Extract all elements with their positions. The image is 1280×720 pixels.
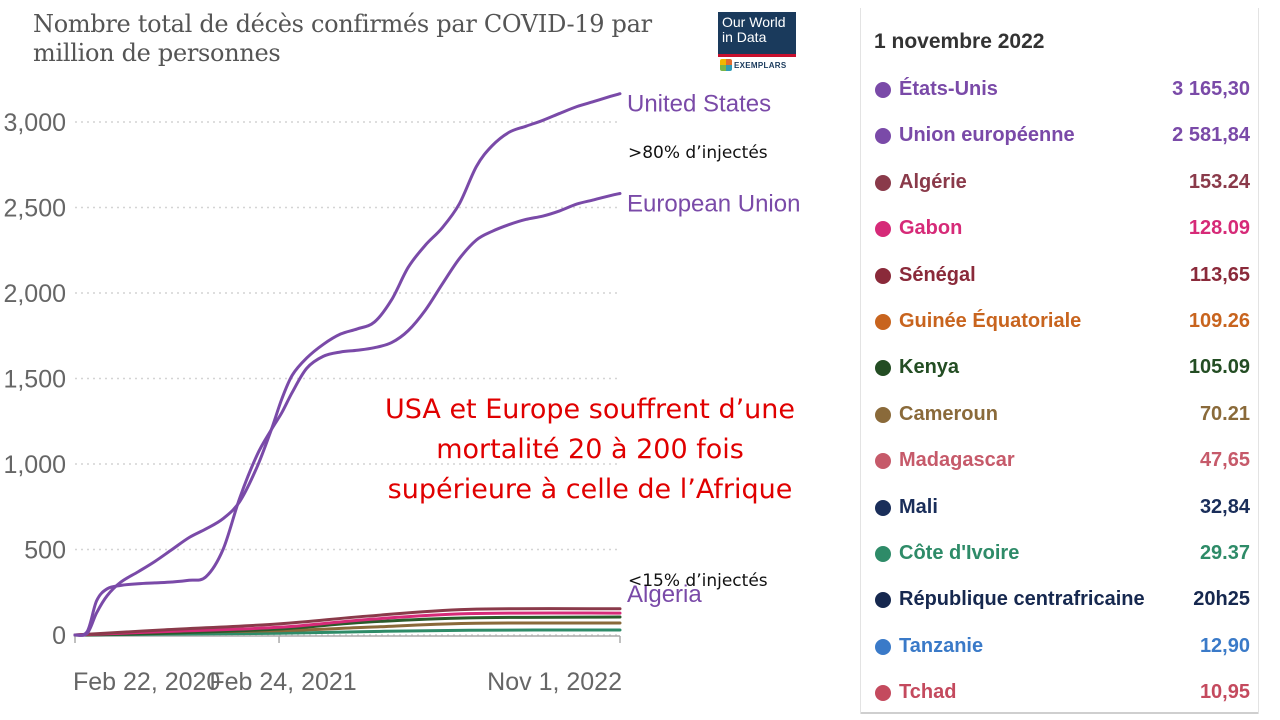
panel-row: États-Unis 3 165,30 [861,74,1258,108]
legend-dot-icon [875,406,891,423]
panel-row-name: Cameroun [899,402,998,425]
x-tick-label: Feb 24, 2021 [209,668,356,696]
panel-row-name: République centrafricaine [899,588,1145,611]
legend-dot-icon [875,82,891,98]
panel-row-name: Tanzanie [899,634,984,657]
series-line [73,607,622,637]
headline-line-1: USA et Europe souffrent d’une [384,394,796,425]
y-tick-label: 3,000 [3,109,66,137]
panel-row-value: 153.24 [1188,170,1250,193]
y-tick-label: 1,000 [3,451,66,479]
series-end-label: European Union [627,191,800,218]
panel-row-name: États-Unis [899,78,998,100]
panel-row: Sénégal 113,65 [861,260,1258,294]
panel-row: Cameroun 70.21 [861,399,1258,433]
exemplars-label: EXEMPLARS [718,59,796,71]
legend-dot-icon [875,638,891,655]
headline-annotation: USA et Europe souffrent d’une mortalité … [340,390,840,510]
panel-row-value: 29.37 [1199,542,1250,564]
chart-title: Nombre total de décès confirmés par COVI… [33,10,652,67]
y-tick-label: 1,500 [3,366,66,394]
panel-row: Côte d'Ivoire 29.37 [861,538,1258,572]
panel-row-name: Madagascar [899,449,1015,472]
series-line [73,192,622,637]
panel-row-value: 2 581,84 [1172,124,1250,147]
panel-row-value: 105.09 [1188,356,1250,379]
series-line [73,92,622,637]
panel-row-value: 20h25 [1193,588,1250,611]
legend-dot-icon [875,221,891,238]
annotation-low-vaccination: <15% d’injectés [628,571,768,591]
legend-dot-icon [875,314,891,330]
panel-row-value: 32,84 [1199,495,1250,518]
annotation-high-vaccination: >80% d’injectés [628,143,768,163]
headline-line-2: mortalité 20 à 200 fois [436,434,744,465]
panel-row-name: Sénégal [899,263,976,286]
legend-dot-icon [875,360,891,377]
logo-line-1: Our World [722,14,786,30]
panel-row-value: 113,65 [1189,263,1250,286]
panel-row: République centrafricaine 20h25 [861,584,1258,618]
panel-row-name: Algérie [899,170,967,193]
logo-line-2: in Data [722,29,767,45]
legend-dot-icon [875,174,891,191]
logo-box: Our World in Data [718,12,796,57]
panel-row-value: 12,90 [1199,634,1250,657]
panel-row: Tchad 10,95 [861,677,1258,711]
legend-dot-icon [875,128,891,145]
panel-row: Union européenne 2 581,84 [861,120,1258,154]
panel-row-name: Gabon [899,217,963,240]
legend-dot-icon [875,499,891,516]
legend-dot-icon [875,685,891,702]
panel-row-name: Guinée Équatoriale [899,310,1082,332]
panel-bottom-line [861,712,1258,714]
panel-row-value: 128.09 [1188,217,1250,240]
panel-row-value: 109.26 [1188,310,1250,332]
series-end-label: Algeria [627,581,702,608]
panel-row-name: Mali [899,495,938,518]
y-tick-label: 0 [52,622,66,650]
x-tick-label: Feb 22, 2020 [73,668,220,696]
legend-dot-icon [875,267,891,284]
y-tick-label: 2,500 [3,195,66,223]
panel-row: Tanzanie 12,90 [861,631,1258,665]
line-chart: 0 500 1,000 1,500 2,000 2,500 3,000 Feb 22, 202… [3,91,800,696]
panel-row-value: 47,65 [1199,449,1250,472]
x-tick-label: Nov 1, 2022 [487,668,622,696]
panel-row-name: Union européenne [899,124,1075,147]
legend-dot-icon [875,592,891,609]
series-line [73,611,622,637]
panel-row: Madagascar 47,65 [861,445,1258,479]
panel-row: Algérie 153.24 [861,167,1258,201]
legend-dot-icon [875,546,891,562]
y-tick-label: 2,000 [3,280,66,308]
legend-dot-icon [875,453,891,470]
headline-line-3: supérieure à celle de l’Afrique [387,474,793,505]
panel-row: Mali 32,84 [861,492,1258,526]
panel-row-name: Tchad [899,681,957,704]
tooltip-panel: 1 novembre 2022 États-Unis 3 165,30 Union … [860,8,1259,714]
panel-row: Gabon 128.09 [861,213,1258,247]
series-line [73,615,622,637]
panel-row: Kenya 105.09 [861,352,1258,386]
panel-row-value: 10,95 [1199,681,1250,704]
panel-row-value: 70.21 [1199,402,1250,425]
series-end-label: United States [627,91,771,118]
panel-row-name: Côte d'Ivoire [899,542,1020,564]
panel-date: 1 novembre 2022 [874,30,1045,53]
panel-row-name: Kenya [899,356,960,379]
y-tick-label: 500 [24,537,66,565]
owid-logo: Our World in Data EXEMPLARS [718,12,796,76]
panel-row-value: 3 165,30 [1172,78,1250,100]
panel-row: Guinée Équatoriale 109.26 [861,306,1258,340]
